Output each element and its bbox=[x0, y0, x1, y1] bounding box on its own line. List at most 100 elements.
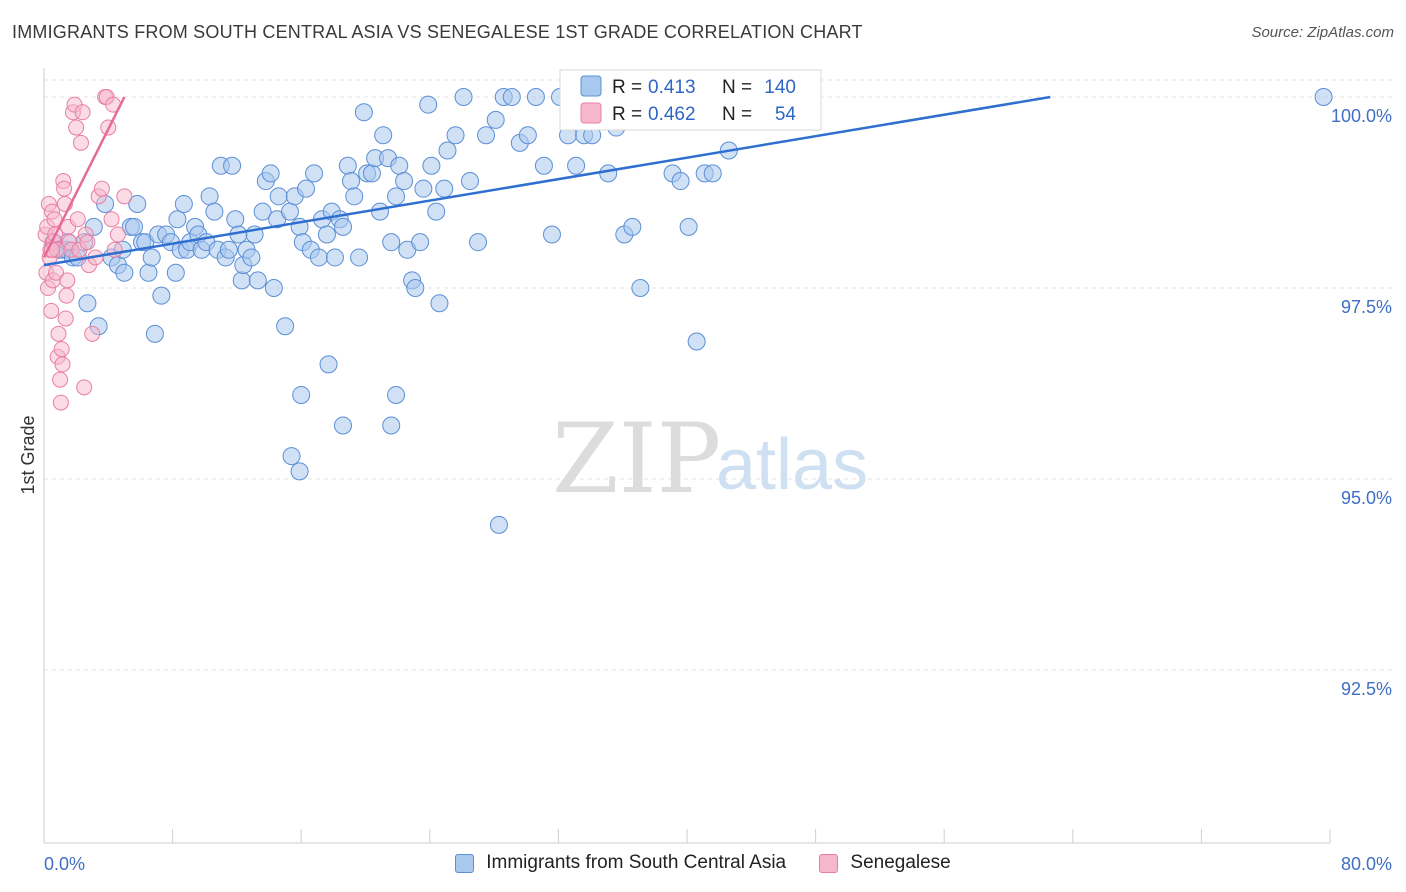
data-point-pink bbox=[50, 325, 67, 342]
source-label: Source: ZipAtlas.com bbox=[1251, 24, 1394, 41]
data-point-blue bbox=[387, 187, 406, 206]
bottom-legend-swatch-pink bbox=[819, 853, 839, 873]
bottom-legend-swatch-blue bbox=[455, 853, 475, 873]
data-point-blue bbox=[305, 164, 324, 183]
trendlines bbox=[42, 95, 1051, 267]
data-point-blue bbox=[679, 217, 698, 236]
data-point-blue bbox=[78, 294, 97, 313]
y-tick-label: 95.0% bbox=[1341, 488, 1392, 508]
data-point-blue bbox=[264, 279, 283, 297]
data-point-blue bbox=[338, 156, 357, 175]
trendline-pink bbox=[42, 96, 126, 258]
legend-r-value-2: 0.462 bbox=[648, 104, 696, 125]
data-point-blue bbox=[242, 248, 261, 267]
data-point-pink bbox=[54, 356, 71, 373]
legend-swatch-pink bbox=[580, 102, 602, 124]
data-point-blue bbox=[534, 156, 553, 175]
data-point-pink bbox=[52, 371, 69, 388]
data-point-blue bbox=[205, 202, 224, 221]
data-point-blue bbox=[382, 416, 401, 435]
data-point-blue bbox=[317, 225, 336, 244]
data-point-pink bbox=[53, 341, 70, 358]
data-point-blue bbox=[342, 172, 361, 191]
data-point-blue bbox=[526, 88, 545, 106]
data-point-pink bbox=[58, 287, 75, 304]
data-point-blue bbox=[427, 202, 446, 221]
data-point-blue bbox=[282, 447, 301, 466]
x-tick-label-min: 0.0% bbox=[44, 854, 85, 874]
data-point-blue bbox=[430, 294, 449, 313]
data-point-blue bbox=[435, 179, 454, 198]
data-point-blue bbox=[362, 164, 381, 183]
data-point-blue bbox=[374, 126, 393, 145]
series-immigrants-south-central-asia bbox=[44, 88, 1333, 534]
legend-n-label-1: N = bbox=[722, 77, 752, 98]
data-point-pink bbox=[93, 180, 110, 197]
data-point-blue bbox=[142, 248, 161, 267]
data-point-blue bbox=[382, 233, 401, 252]
legend-r-value-1: 0.413 bbox=[648, 77, 696, 98]
y-tick-labels: 92.5% 95.0% 97.5% 100.0% bbox=[1331, 106, 1392, 699]
y-tick-label: 100.0% bbox=[1331, 106, 1392, 126]
bottom-legend-item-blue: Immigrants from South Central Asia bbox=[455, 852, 786, 874]
legend-swatch-blue bbox=[580, 75, 602, 97]
data-point-blue bbox=[325, 248, 344, 267]
data-point-blue bbox=[567, 156, 586, 175]
data-point-blue bbox=[145, 324, 164, 343]
data-point-pink bbox=[56, 180, 73, 197]
trendline-blue bbox=[43, 95, 1051, 267]
data-point-blue bbox=[261, 164, 280, 183]
data-point-blue bbox=[631, 279, 650, 297]
x-ticks bbox=[43, 829, 1331, 843]
data-point-pink bbox=[116, 188, 133, 205]
data-point-blue bbox=[115, 263, 134, 282]
data-point-blue bbox=[345, 187, 364, 206]
data-point-blue bbox=[703, 164, 722, 183]
legend-r-label-2: R = bbox=[612, 104, 642, 125]
data-point-pink bbox=[74, 104, 91, 121]
data-point-blue bbox=[166, 263, 185, 282]
data-point-blue bbox=[671, 172, 690, 191]
data-point-blue bbox=[253, 202, 272, 221]
bottom-legend-item-pink: Senegalese bbox=[819, 852, 951, 874]
legend-n-value-2: 54 bbox=[775, 104, 797, 125]
watermark: ZIP atlas bbox=[552, 403, 868, 515]
data-point-blue bbox=[460, 172, 479, 191]
data-point-blue bbox=[411, 233, 430, 252]
data-point-pink bbox=[52, 394, 69, 411]
data-point-blue bbox=[395, 172, 414, 191]
data-point-blue bbox=[269, 187, 288, 206]
data-point-blue bbox=[454, 88, 473, 106]
data-point-blue bbox=[502, 88, 521, 106]
data-point-blue bbox=[350, 248, 369, 267]
data-point-blue bbox=[469, 233, 488, 252]
data-point-blue bbox=[414, 179, 433, 198]
data-point-blue bbox=[1314, 88, 1333, 106]
data-point-blue bbox=[223, 156, 242, 175]
data-point-pink bbox=[109, 226, 126, 243]
data-point-blue bbox=[248, 271, 267, 290]
data-point-blue bbox=[226, 210, 245, 229]
data-point-blue bbox=[438, 141, 457, 160]
chart-title: IMMIGRANTS FROM SOUTH CENTRAL ASIA VS SE… bbox=[12, 22, 863, 42]
data-point-blue bbox=[354, 103, 373, 122]
data-point-blue bbox=[297, 179, 316, 198]
y-tick-label: 92.5% bbox=[1341, 679, 1392, 699]
bottom-legend-label-pink: Senegalese bbox=[850, 852, 951, 873]
data-point-blue bbox=[370, 202, 389, 221]
data-point-pink bbox=[69, 211, 86, 228]
data-point-pink bbox=[79, 234, 96, 251]
y-axis-label: 1st Grade bbox=[18, 415, 38, 494]
data-point-blue bbox=[292, 385, 311, 404]
legend-background bbox=[559, 69, 822, 131]
bottom-legend-label-blue: Immigrants from South Central Asia bbox=[486, 852, 787, 873]
data-point-pink bbox=[59, 272, 76, 289]
data-point-blue bbox=[290, 462, 309, 481]
data-point-blue bbox=[422, 156, 441, 175]
legend-n-label-2: N = bbox=[722, 104, 752, 125]
data-point-pink bbox=[57, 310, 74, 327]
data-point-pink bbox=[68, 119, 85, 136]
data-point-blue bbox=[309, 248, 328, 267]
data-point-blue bbox=[446, 126, 465, 145]
